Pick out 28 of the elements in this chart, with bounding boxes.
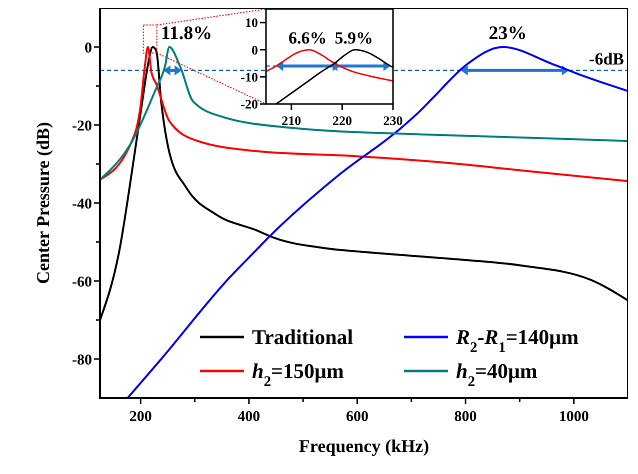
y-tick-label: -80 [72,352,92,368]
y-tick-label: 10 [245,15,258,30]
y-axis-title: Center Pressure (dB) [33,122,53,284]
y-tick-label: 0 [84,40,92,56]
x-tick-label: 400 [238,409,260,425]
legend-label: R$_{2}$-R$_{1}$=140μm [455,325,580,356]
x-tick-label: 210 [282,113,302,128]
y-tick-label: -40 [72,196,92,212]
x-tick-label: 230 [383,113,403,128]
y-tick-label: -20 [72,118,92,134]
x-tick-label: 1000 [558,409,589,425]
x-tick-label: 220 [332,113,352,128]
y-tick-label: -20 [240,96,258,112]
x-axis-title: Frequency (kHz) [298,436,430,456]
x-tick-label: 800 [454,409,477,425]
annotation: 23% [488,23,527,44]
annotation: 5.9% [334,28,374,48]
x-tick-label: 600 [346,409,368,425]
annotation: 6.6% [288,28,327,48]
x-tick-label: 200 [129,409,152,425]
legend-label: h$_{2}$=40μm [456,359,538,390]
y-tick-label: -10 [240,69,258,84]
legend-label: h$_{2}$=150μm [252,359,344,390]
y-tick-label: 0 [252,42,258,58]
y-tick-label: -60 [72,274,92,290]
annotation: 11.8% [160,23,212,44]
ref-line-label: -6dB [589,49,624,68]
legend-label: Traditional [252,325,354,349]
